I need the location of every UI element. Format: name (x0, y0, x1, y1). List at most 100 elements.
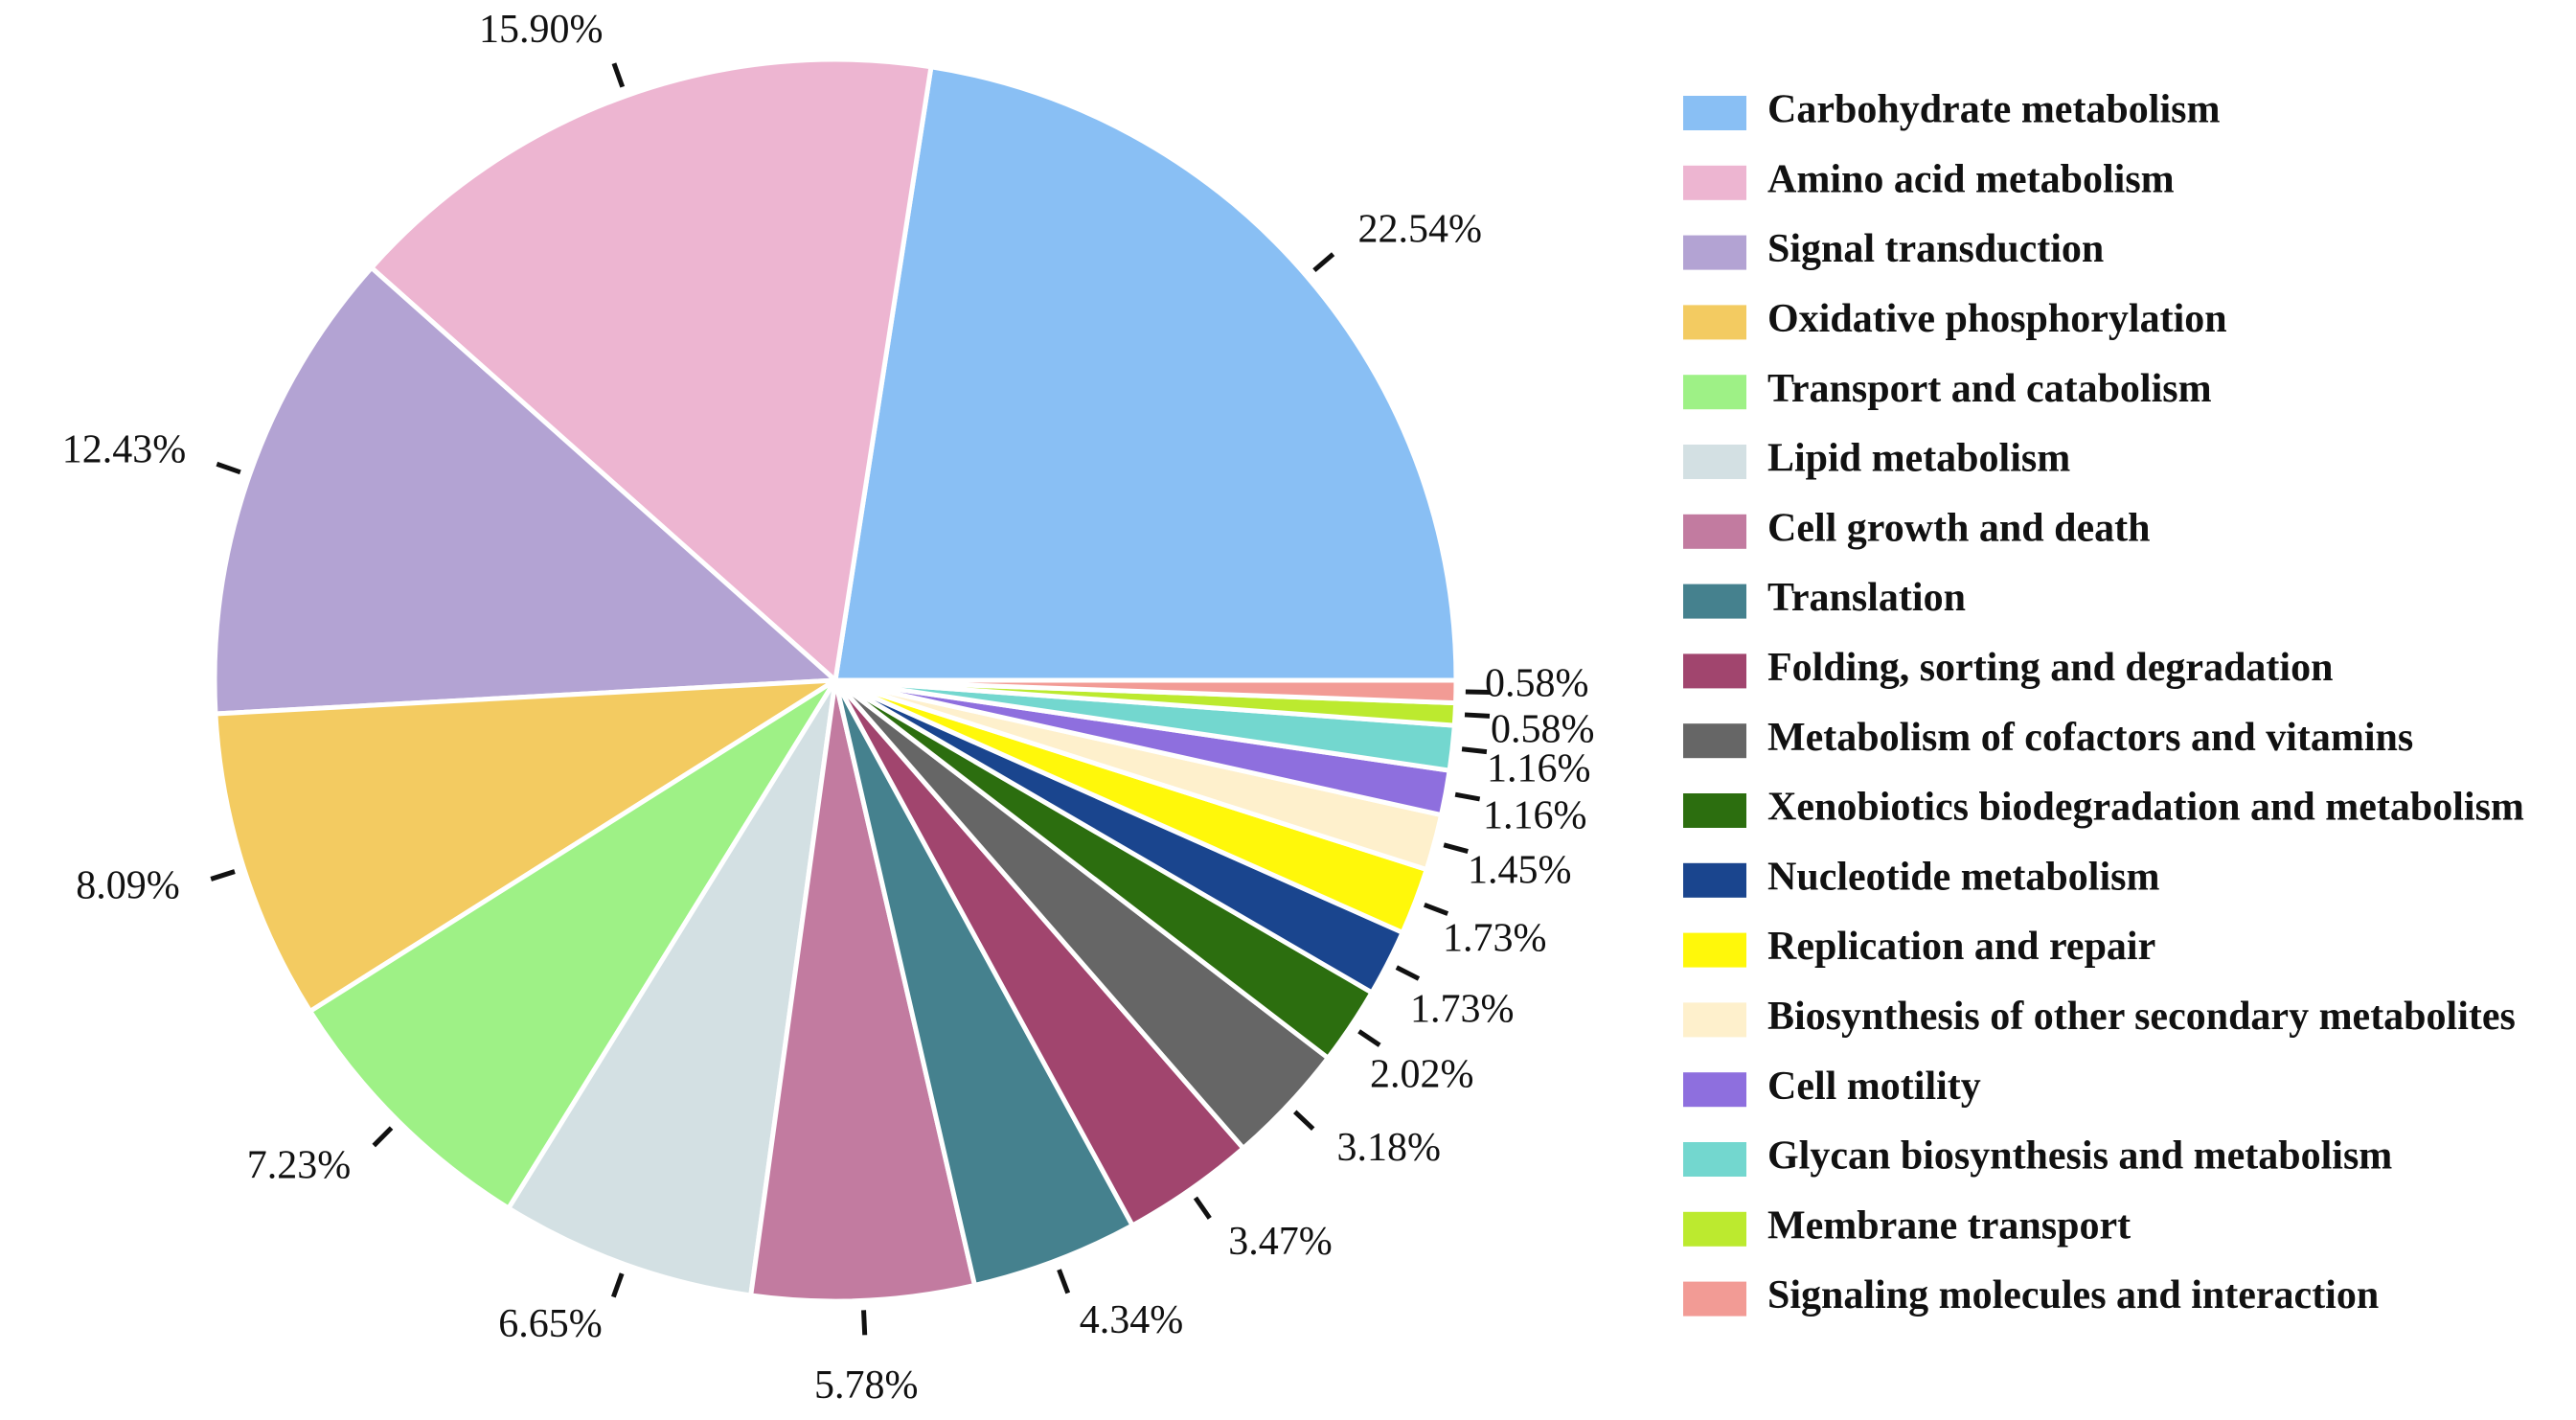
pie-slices (212, 57, 1459, 1304)
legend-label: Cell motility (1767, 1065, 1981, 1109)
legend-swatch (1683, 1211, 1746, 1247)
pct-label-transport-and-catabolism: 7.23% (247, 1143, 352, 1187)
legend-item-translation: Translation (1683, 576, 1966, 620)
legend-item-biosynthesis-of-other-secondary-metabolites: Biosynthesis of other secondary metaboli… (1683, 995, 2516, 1039)
legend-label: Biosynthesis of other secondary metaboli… (1767, 995, 2516, 1039)
pct-label-translation: 4.34% (1080, 1298, 1184, 1342)
legend-label: Oxidative phosphorylation (1767, 297, 2227, 341)
legend-item-oxidative-phosphorylation: Oxidative phosphorylation (1683, 297, 2227, 341)
pct-label-metabolism-of-cofactors-and-vitamins: 3.18% (1337, 1126, 1442, 1170)
pct-label-signaling-molecules-and-interaction: 0.58% (1485, 662, 1589, 706)
legend-label: Replication and repair (1767, 925, 2155, 969)
legend-item-signal-transduction: Signal transduction (1683, 227, 2104, 271)
pie-slice-oxidative-phosphorylation (213, 677, 838, 1014)
pie-slice-transport-and-catabolism (308, 677, 838, 1211)
legend-swatch (1683, 96, 1746, 130)
label-tick-cell-growth-and-death (861, 1310, 868, 1336)
legend-label: Glycan biosynthesis and metabolism (1767, 1134, 2392, 1179)
pie-slice-cell-growth-and-death (748, 677, 977, 1304)
label-tick-biosynthesis-of-other-secondary-metabolites (1443, 842, 1469, 855)
legend-swatch (1683, 165, 1746, 200)
legend-item-nucleotide-metabolism: Nucleotide metabolism (1683, 855, 2159, 899)
label-tick-lipid-metabolism (610, 1272, 625, 1298)
pct-label-amino-acid-metabolism: 15.90% (479, 8, 604, 52)
legend-label: Lipid metabolism (1767, 437, 2070, 481)
label-tick-oxidative-phosphorylation (210, 869, 236, 882)
label-tick-transport-and-catabolism (372, 1126, 394, 1148)
legend-item-cell-motility: Cell motility (1683, 1065, 1981, 1109)
legend-swatch (1683, 235, 1746, 270)
legend-swatch (1683, 305, 1746, 340)
label-tick-nucleotide-metabolism (1395, 965, 1421, 981)
pct-label-replication-and-repair: 1.73% (1443, 917, 1547, 961)
legend-swatch (1683, 514, 1746, 549)
legend-swatch (1683, 445, 1746, 479)
pct-label-glycan-biosynthesis-and-metabolism: 1.16% (1487, 747, 1591, 791)
label-tick-cell-motility (1454, 791, 1481, 802)
legend-item-cell-growth-and-death: Cell growth and death (1683, 506, 2150, 550)
legend-label: Cell growth and death (1767, 506, 2150, 550)
legend-label: Nucleotide metabolism (1767, 855, 2159, 899)
legend-label: Signaling molecules and interaction (1767, 1273, 2379, 1317)
legend-item-lipid-metabolism: Lipid metabolism (1683, 437, 2070, 481)
pie-slice-lipid-metabolism (506, 677, 838, 1298)
legend-swatch (1683, 584, 1746, 619)
legend-swatch (1683, 932, 1746, 968)
legend-item-xenobiotics-biodegradation-and-metabolism: Xenobiotics biodegradation and metabolis… (1683, 786, 2524, 830)
pct-label-lipid-metabolism: 6.65% (498, 1302, 603, 1346)
label-tick-amino-acid-metabolism (611, 62, 626, 88)
legend-label: Membrane transport (1767, 1203, 2131, 1248)
label-tick-glycan-biosynthesis-and-metabolism (1461, 746, 1488, 755)
legend-swatch (1683, 375, 1746, 410)
legend-item-transport-and-catabolism: Transport and catabolism (1683, 367, 2212, 411)
legend-swatch (1683, 653, 1746, 689)
legend-item-metabolism-of-cofactors-and-vitamins: Metabolism of cofactors and vitamins (1683, 716, 2413, 760)
legend-label: Transport and catabolism (1767, 367, 2212, 411)
percentage-labels: 22.54% 15.90% 12.43% 8.09% 7.23% 6.65% 5.78% 4.… (62, 8, 1595, 1408)
legend-label: Signal transduction (1767, 227, 2104, 271)
pie-slice-translation (832, 677, 1135, 1288)
legend-item-amino-acid-metabolism: Amino acid metabolism (1683, 157, 2175, 201)
label-tick-xenobiotics-biodegradation-and-metabolism (1357, 1029, 1381, 1047)
legend-label: Metabolism of cofactors and vitamins (1767, 716, 2413, 760)
legend-swatch (1683, 1281, 1746, 1317)
pie-slice-carbohydrate-metabolism (832, 64, 1459, 683)
pct-label-nucleotide-metabolism: 1.73% (1410, 988, 1515, 1032)
pct-label-biosynthesis-of-other-secondary-metabolites: 1.45% (1468, 849, 1572, 893)
pct-label-signal-transduction: 12.43% (62, 428, 187, 472)
pct-label-xenobiotics-biodegradation-and-metabolism: 2.02% (1370, 1053, 1474, 1097)
pct-label-folding-sorting-and-degradation: 3.47% (1228, 1220, 1333, 1264)
legend-label: Translation (1767, 576, 1966, 620)
pct-label-membrane-transport: 0.58% (1491, 708, 1595, 752)
legend-item-membrane-transport: Membrane transport (1683, 1203, 2131, 1248)
pct-label-carbohydrate-metabolism: 22.54% (1358, 208, 1483, 252)
legend-label: Folding, sorting and degradation (1767, 646, 2333, 690)
legend-label: Amino acid metabolism (1767, 157, 2175, 201)
legend-swatch (1683, 1072, 1746, 1108)
label-tick-membrane-transport (1464, 712, 1491, 719)
legend-item-signaling-molecules-and-interaction: Signaling molecules and interaction (1683, 1273, 2379, 1317)
legend-swatch (1683, 793, 1746, 828)
pie-slice-signaling-molecules-and-interaction (832, 677, 1459, 706)
pie-slice-amino-acid-metabolism (369, 57, 934, 683)
label-tick-replication-and-repair (1423, 902, 1449, 916)
legend-swatch (1683, 1142, 1746, 1177)
legend-item-replication-and-repair: Replication and repair (1683, 925, 2155, 969)
label-tick-carbohydrate-metabolism (1312, 252, 1335, 273)
legend: Carbohydrate metabolism Amino acid metabo… (1683, 88, 2524, 1317)
pct-label-cell-motility: 1.16% (1483, 794, 1587, 838)
label-tick-signal-transduction (216, 461, 241, 475)
pct-label-cell-growth-and-death: 5.78% (814, 1363, 919, 1408)
legend-swatch (1683, 862, 1746, 898)
label-leader-ticks (210, 62, 1491, 1336)
legend-swatch (1683, 723, 1746, 759)
legend-item-carbohydrate-metabolism: Carbohydrate metabolism (1683, 88, 2220, 132)
label-tick-metabolism-of-cofactors-and-vitamins (1293, 1110, 1315, 1131)
label-tick-folding-sorting-and-degradation (1193, 1196, 1212, 1220)
legend-label: Carbohydrate metabolism (1767, 88, 2220, 132)
legend-label: Xenobiotics biodegradation and metabolis… (1767, 786, 2524, 830)
legend-item-folding-sorting-and-degradation: Folding, sorting and degradation (1683, 646, 2333, 690)
pie-slice-signal-transduction (212, 264, 838, 717)
label-tick-translation (1057, 1269, 1071, 1294)
